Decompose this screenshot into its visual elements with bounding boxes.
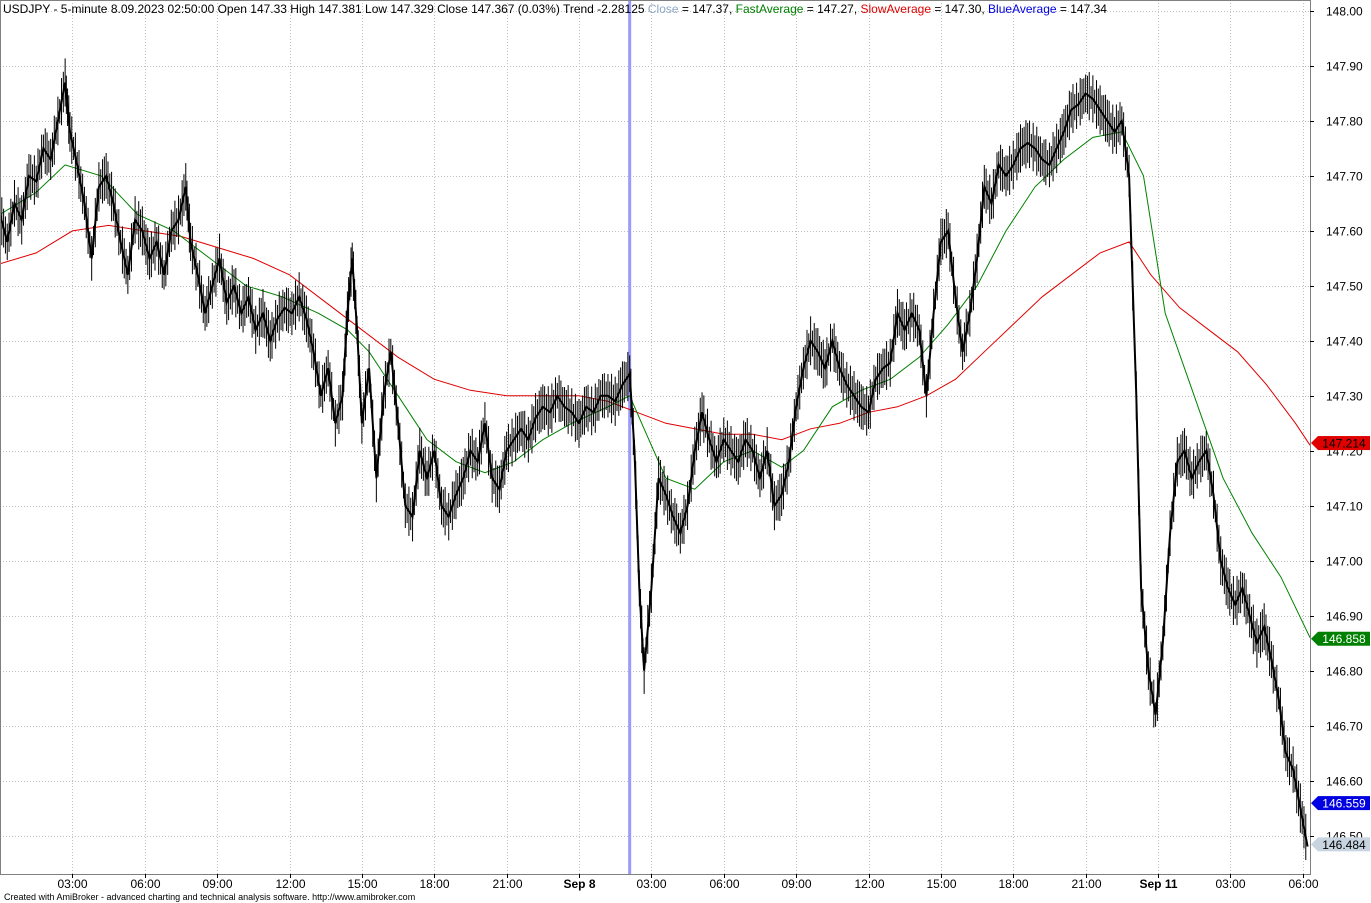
badge-pointer [1311, 631, 1318, 646]
x-tick-label: 21:00 [1071, 877, 1101, 891]
y-tick-label: 147.30 [1326, 390, 1363, 404]
badge-label: 147.214 [1322, 437, 1366, 451]
x-tick-label: 12:00 [854, 877, 884, 891]
y-tick-label: 146.60 [1326, 775, 1363, 789]
x-tick-label: Sep 11 [1139, 877, 1177, 891]
x-tick-label: 12:00 [275, 877, 305, 891]
value-badge: 146.484 [1311, 837, 1370, 852]
y-tick-label: 147.00 [1326, 555, 1363, 569]
y-tick-label: 147.70 [1326, 170, 1363, 184]
badge-box [1318, 796, 1370, 811]
badge-pointer [1311, 837, 1318, 852]
x-tick-label: 06:00 [709, 877, 739, 891]
y-tick-label: 148.00 [1326, 5, 1363, 19]
header-part: = 147.30, [931, 2, 988, 16]
badge-pointer [1311, 436, 1318, 451]
price-series [0, 58, 1309, 860]
header-part: SlowAverage [861, 2, 932, 16]
value-badge: 146.858 [1311, 631, 1370, 646]
x-tick-label: 06:00 [130, 877, 160, 891]
x-axis: 03:00 06:00 09:00 12:00 15:00 18:00 21:00 Sep 8… [57, 874, 1319, 891]
header-part: FastAverage [736, 2, 804, 16]
x-tick-label: 03:00 [1215, 877, 1245, 891]
chart-header: USDJPY - 5-minute 8.09.2023 02:50:00 Ope… [3, 2, 1107, 16]
x-tick-label: 15:00 [926, 877, 956, 891]
badge-box [1318, 436, 1370, 451]
header-part: = 147.37, [679, 2, 736, 16]
header-part: Close [648, 2, 679, 16]
y-tick-label: 146.90 [1326, 610, 1363, 624]
badge-label: 146.858 [1322, 632, 1366, 646]
header-part: BlueAverage [988, 2, 1057, 16]
badge-box [1318, 837, 1370, 852]
y-tick-label: 147.60 [1326, 225, 1363, 239]
header-part: = 147.27, [803, 2, 860, 16]
y-tick-label: 147.40 [1326, 335, 1363, 349]
y-tick-label: 147.10 [1326, 500, 1363, 514]
header-part: USDJPY - 5-minute 8.09.2023 02:50:00 Ope… [3, 2, 648, 16]
y-tick-label: 147.50 [1326, 280, 1363, 294]
footer-credit: Created with AmiBroker - advanced charti… [4, 892, 415, 902]
y-tick-label: 147.80 [1326, 115, 1363, 129]
x-tick-label: 21:00 [492, 877, 522, 891]
x-tick-label: 18:00 [419, 877, 449, 891]
x-tick-label: 06:00 [1288, 877, 1318, 891]
badge-label: 146.484 [1322, 838, 1366, 852]
x-tick-label: 03:00 [636, 877, 666, 891]
y-tick-label: 146.80 [1326, 665, 1363, 679]
y-tick-label: 146.70 [1326, 720, 1363, 734]
price-line [0, 82, 1309, 847]
badge-pointer [1311, 796, 1318, 811]
x-tick-label: Sep 8 [563, 877, 595, 891]
y-tick-label: 147.90 [1326, 60, 1363, 74]
value-badge: 147.214 [1311, 436, 1370, 451]
badge-label: 146.559 [1322, 797, 1366, 811]
value-badges: 147.214 146.858 146.559 146.484 [1311, 436, 1370, 852]
x-tick-label: 09:00 [202, 877, 232, 891]
badge-box [1318, 631, 1370, 646]
plot-frame [0, 0, 1311, 875]
y-axis: 148.00 147.90 147.80 147.70 147.60 147.50 147.… [1310, 5, 1363, 844]
header-part: = 147.34 [1057, 2, 1108, 16]
x-tick-label: 03:00 [57, 877, 87, 891]
chart-grid [0, 0, 1310, 874]
x-tick-label: 09:00 [781, 877, 811, 891]
x-tick-label: 18:00 [998, 877, 1028, 891]
x-tick-label: 15:00 [347, 877, 377, 891]
value-badge: 146.559 [1311, 796, 1370, 811]
